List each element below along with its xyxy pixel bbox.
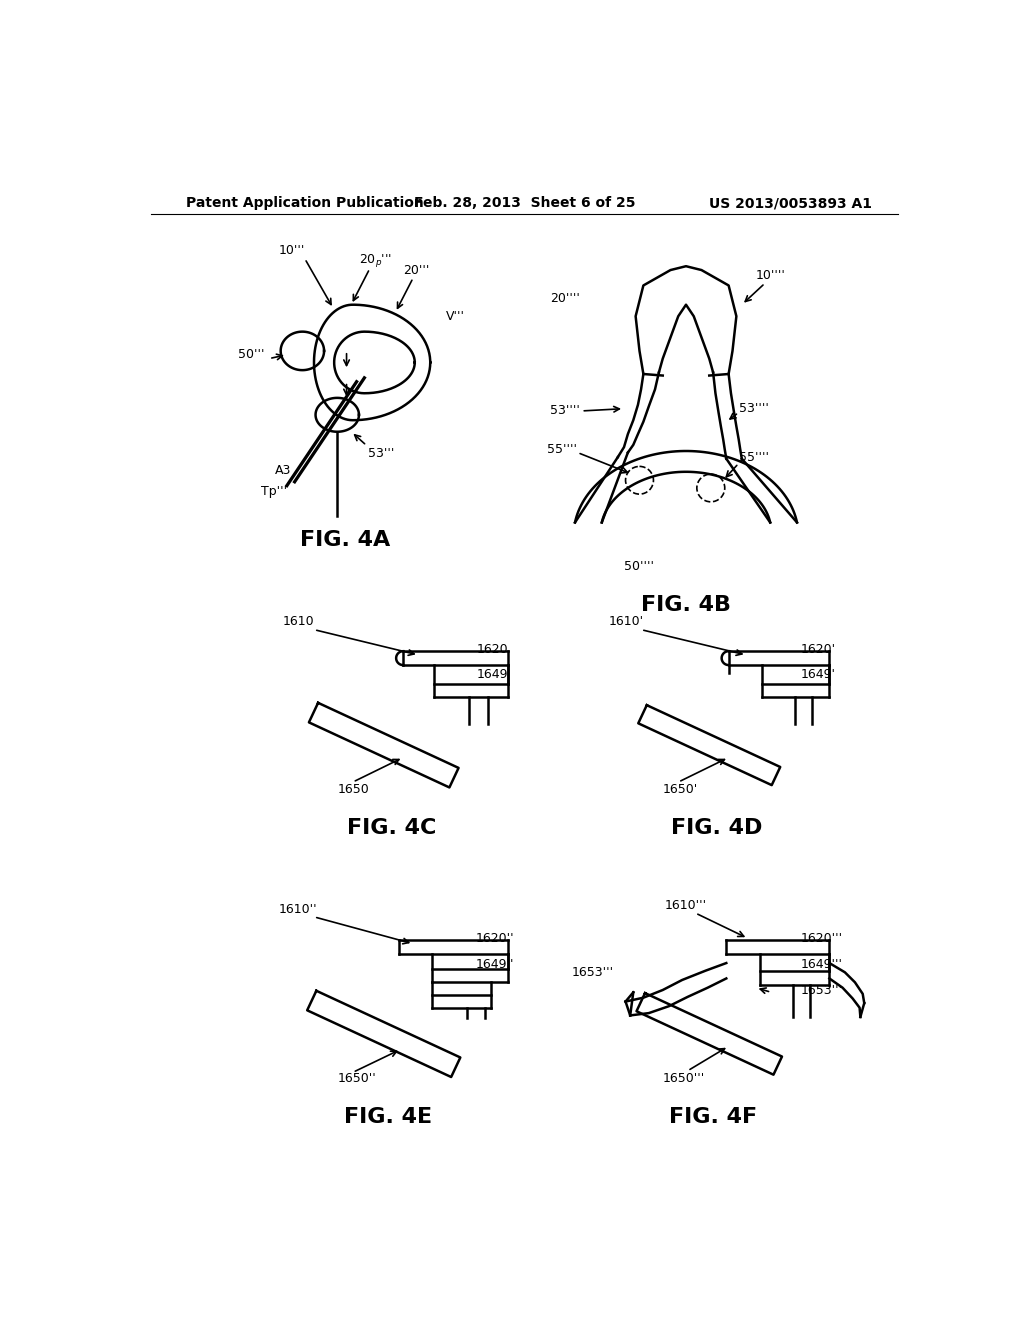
Text: 1620': 1620'	[801, 643, 836, 656]
Text: 1649'': 1649''	[475, 958, 514, 972]
Text: 53'''': 53''''	[550, 404, 581, 417]
Text: 55'''': 55''''	[547, 444, 577, 455]
Text: 1610': 1610'	[608, 615, 644, 628]
Text: 1650': 1650'	[663, 783, 698, 796]
Text: 50''': 50'''	[238, 348, 264, 362]
Text: 10'''': 10''''	[756, 269, 785, 282]
Text: 1649: 1649	[477, 668, 508, 681]
Text: 1610''': 1610'''	[665, 899, 707, 912]
Text: 53''': 53'''	[369, 446, 394, 459]
Text: 50'''': 50''''	[624, 560, 654, 573]
Text: FIG. 4B: FIG. 4B	[641, 595, 731, 615]
Text: Patent Application Publication: Patent Application Publication	[186, 197, 424, 210]
Text: V''': V'''	[445, 310, 465, 323]
Text: Tp''': Tp'''	[261, 486, 288, 499]
Text: 1620''': 1620'''	[801, 932, 843, 945]
Text: US 2013/0053893 A1: US 2013/0053893 A1	[709, 197, 872, 210]
Text: 1610: 1610	[283, 615, 314, 628]
Text: 10''': 10'''	[280, 244, 305, 257]
Text: FIG. 4E: FIG. 4E	[344, 1107, 432, 1127]
Text: 1649''': 1649'''	[801, 958, 843, 972]
Text: 53'''': 53''''	[738, 403, 769, 416]
Text: 20''': 20'''	[403, 264, 429, 277]
Text: 1653''': 1653'''	[571, 966, 613, 979]
Text: FIG. 4F: FIG. 4F	[669, 1107, 757, 1127]
Text: FIG. 4A: FIG. 4A	[300, 529, 390, 549]
Text: 20'''': 20''''	[550, 292, 581, 305]
Text: FIG. 4C: FIG. 4C	[347, 818, 436, 838]
Text: 1620: 1620	[477, 643, 508, 656]
Text: 1653''': 1653'''	[801, 983, 843, 997]
Text: 1650: 1650	[337, 783, 369, 796]
Text: A3: A3	[275, 463, 292, 477]
Text: 1650'': 1650''	[337, 1072, 376, 1085]
Text: FIG. 4D: FIG. 4D	[672, 818, 763, 838]
Text: Feb. 28, 2013  Sheet 6 of 25: Feb. 28, 2013 Sheet 6 of 25	[414, 197, 636, 210]
Text: 20$_p$''': 20$_p$'''	[359, 252, 392, 268]
Text: 1649': 1649'	[801, 668, 836, 681]
Text: 55'''': 55''''	[738, 450, 769, 463]
Text: 1650''': 1650'''	[663, 1072, 705, 1085]
Text: 1620'': 1620''	[475, 932, 514, 945]
Text: 1610'': 1610''	[280, 903, 317, 916]
